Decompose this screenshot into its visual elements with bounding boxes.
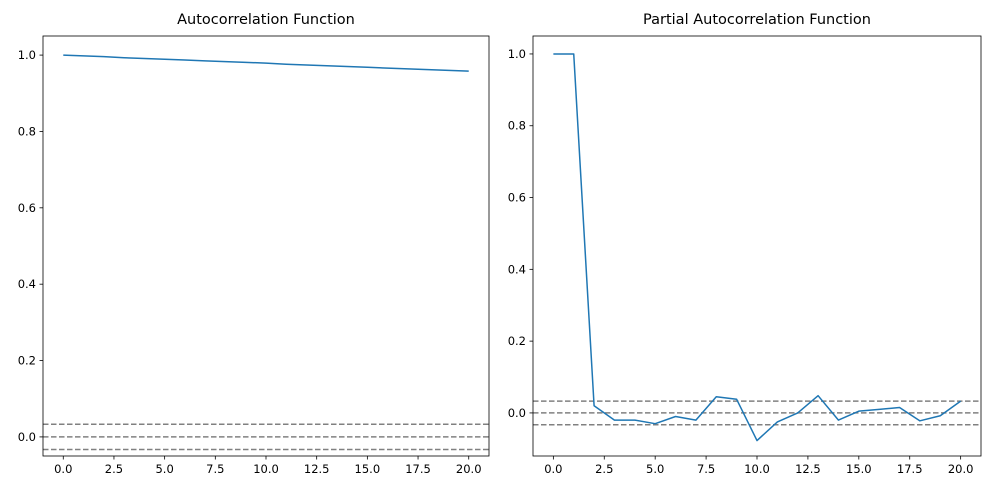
acf-y-tick-label: 1.0 bbox=[18, 48, 36, 62]
acf-y-tick-label: 0.0 bbox=[18, 430, 36, 444]
acf-x-tick-label: 0.0 bbox=[54, 462, 72, 476]
pacf-x-tick-label: 2.5 bbox=[595, 462, 613, 476]
acf-title: Autocorrelation Function bbox=[177, 12, 355, 28]
pacf-x-tick-label: 5.0 bbox=[646, 462, 664, 476]
pacf-y-tick-label: 0.2 bbox=[508, 334, 526, 348]
acf-y-tick-label: 0.2 bbox=[18, 354, 36, 368]
acf-x-tick-label: 20.0 bbox=[456, 462, 482, 476]
pacf-y-tick-label: 0.6 bbox=[508, 191, 526, 205]
pacf-x-tick-label: 20.0 bbox=[948, 462, 974, 476]
pacf-x-tick-label: 17.5 bbox=[897, 462, 923, 476]
pacf-x-tick-label: 0.0 bbox=[544, 462, 562, 476]
pacf-x-tick-label: 12.5 bbox=[795, 462, 821, 476]
pacf-axes-frame bbox=[532, 35, 982, 457]
acf-x-tick-label: 7.5 bbox=[206, 462, 224, 476]
acf-x-tick-label: 5.0 bbox=[155, 462, 173, 476]
acf-series-line bbox=[63, 54, 469, 72]
acf-y-tick-label: 0.4 bbox=[18, 277, 36, 291]
pacf-y-tick-label: 0.8 bbox=[508, 119, 526, 133]
pacf-panel: Partial Autocorrelation Function 0.0 2.5 5… bbox=[508, 12, 982, 476]
acf-y-tick-label: 0.6 bbox=[18, 201, 36, 215]
pacf-x-tick-label: 7.5 bbox=[697, 462, 715, 476]
acf-y-tick-label: 0.8 bbox=[18, 124, 36, 138]
pacf-y-tick-label: 0.4 bbox=[508, 262, 526, 276]
acf-panel: Autocorrelation Function 0.0 2.5 5.0 7.5 10.… bbox=[18, 12, 490, 476]
pacf-y-tick-label: 0.0 bbox=[508, 406, 526, 420]
acf-x-tick-label: 15.0 bbox=[355, 462, 381, 476]
pacf-y-tick-label: 1.0 bbox=[508, 47, 526, 61]
acf-x-tick-label: 2.5 bbox=[105, 462, 123, 476]
acf-x-tick-label: 12.5 bbox=[304, 462, 330, 476]
acf-axes-frame bbox=[42, 35, 490, 457]
acf-x-tick-label: 17.5 bbox=[405, 462, 431, 476]
acf-x-tick-label: 10.0 bbox=[253, 462, 279, 476]
pacf-x-tick-label: 15.0 bbox=[846, 462, 872, 476]
pacf-x-tick-label: 10.0 bbox=[744, 462, 770, 476]
pacf-title: Partial Autocorrelation Function bbox=[643, 12, 871, 28]
pacf-series-line bbox=[553, 53, 962, 442]
